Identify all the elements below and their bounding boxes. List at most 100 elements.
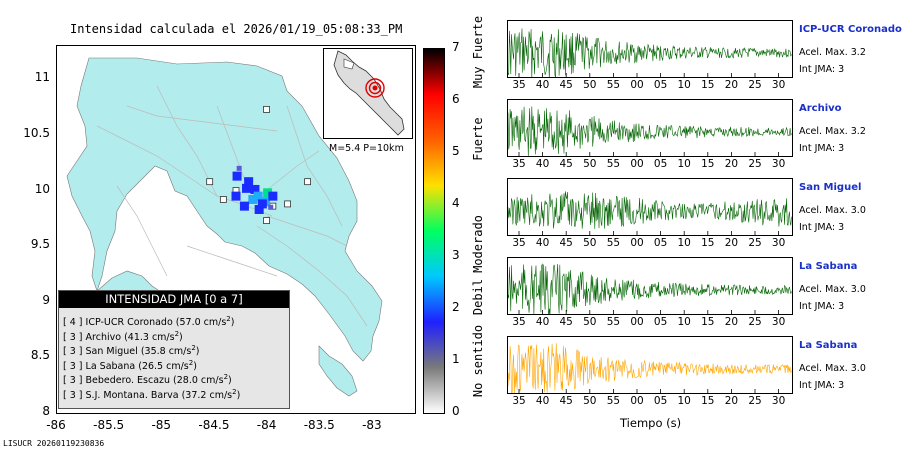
time-tick-label: 45 [559,158,573,170]
time-tick-label: 30 [771,395,786,407]
time-tick-label: 45 [559,79,573,91]
time-tick-label: 20 [724,316,739,328]
time-tick-label: 35 [512,316,526,328]
map-y-tick: 9.5 [30,237,50,252]
time-tick-label: 00 [630,79,644,91]
station-acel: Acel. Max. 3.0 [799,363,866,374]
colorbar-label: No sentido [471,324,485,398]
inset-lake [343,58,355,70]
time-tick-label: 15 [701,395,715,407]
costa-rica-land [66,57,383,362]
time-tick-label: 30 [771,316,786,328]
time-tick-label: 25 [748,237,762,249]
legend-item: [ 4 ] ICP-UCR Coronado (57.0 cm/s2) [63,315,234,328]
map-x-tick: -84.5 [198,418,230,432]
waveform-panel [507,99,793,157]
time-tick-label: 00 [630,316,644,328]
legend-level: [ 3 ] [63,375,86,387]
time-tick-label: 25 [748,395,762,407]
time-tick-label: 55 [606,158,621,170]
legend-tail: ) [195,346,200,358]
time-tick-label: 25 [748,316,762,328]
legend-tail: ) [193,360,197,372]
time-tick-label: 05 [653,158,668,170]
map-y-tick: 8.5 [30,348,50,363]
waveform-trace [507,263,792,318]
colorbar-tick: 3 [452,248,460,262]
waveform-svg [507,343,792,395]
intensity-cell [254,204,264,214]
station-name: La Sabana [799,340,858,351]
intensity-cell [236,165,242,171]
colorbar-tick: 7 [452,40,460,54]
legend-sup: 2 [226,315,231,323]
time-tick-label: 45 [559,395,573,407]
time-tick-label: 20 [724,158,739,170]
legend-sup: 2 [188,358,194,367]
legend-level: [ 3 ] [63,346,86,358]
map-x-tick: -84 [256,418,277,432]
time-tick-label: 05 [653,79,668,91]
legend-level: [ 3 ] [63,360,86,372]
intensity-cell [231,191,241,201]
inset-land [333,50,405,136]
footer-id: LISUCR 20260119230836 [3,439,105,448]
legend-tail: ) [228,375,232,387]
station-acel: Acel. Max. 3.2 [799,47,866,58]
waveform-svg [507,263,792,318]
station-acel: Acel. Max. 3.0 [799,284,866,295]
time-tick-label: 10 [677,395,691,407]
time-tick-label: 10 [677,316,691,328]
legend-level: [ 3 ] [63,331,86,343]
time-tick-label: 20 [724,237,739,249]
time-tick-label: 35 [512,79,526,91]
time-tick-label: 20 [724,79,739,91]
waveform-panel [507,178,793,236]
intensity-cell [263,188,273,198]
colorbar-tick: 0 [452,404,460,418]
map-x-tick: -85 [151,418,172,432]
time-tick-label: 55 [606,395,621,407]
legend-text: Archivo (41.3 cm/s [85,331,175,343]
map-x-tick: -85.5 [93,418,125,432]
station-name: ICP-UCR Coronado [799,24,902,35]
intensity-cell [239,201,249,211]
time-tick-label: 05 [653,237,668,249]
waveform-svg [507,28,792,81]
map-y-tick: 9 [42,292,50,307]
station-int: Int JMA: 3 [799,64,845,75]
station-name: San Miguel [799,182,862,193]
time-tick-label: 35 [512,395,526,407]
legend-text: S.J. Montana. Barva (37.2 cm/s [85,389,233,401]
inset-canvas [333,50,405,136]
time-tick-label: 50 [583,316,597,328]
map-x-tick: -83.5 [303,418,335,432]
intensity-cell [253,191,263,201]
time-tick-label: 35 [512,158,526,170]
legend-level: [ 4 ] [63,317,86,329]
station-int: Int JMA: 3 [799,222,845,233]
station-int: Int JMA: 3 [799,143,845,154]
waveform-panel [507,20,793,81]
waveform-panel [507,257,793,318]
time-tick-label: 45 [559,237,573,249]
time-tick-label: 10 [677,158,691,170]
station-marker [263,105,270,113]
legend-item: [ 3 ] La Sabana (26.5 cm/s2) [63,359,197,372]
waveform-trace [507,191,792,229]
colorbar-tick: 2 [452,300,460,314]
colorbar-tick: 4 [452,196,460,210]
time-tick-label: 25 [748,158,762,170]
legend-sup: 2 [223,373,229,381]
time-tick-label: 40 [535,158,550,170]
time-tick-label: 40 [535,395,550,407]
station-name: Archivo [799,103,842,114]
time-tick-label: 05 [653,395,668,407]
intensity-cell [268,204,274,210]
time-tick-label: 50 [583,158,597,170]
time-tick-label: 05 [653,316,668,328]
time-tick-label: 30 [771,158,786,170]
time-tick-label: 40 [535,237,550,249]
station-marker [219,196,227,203]
station-acel: Acel. Max. 3.2 [799,126,866,137]
